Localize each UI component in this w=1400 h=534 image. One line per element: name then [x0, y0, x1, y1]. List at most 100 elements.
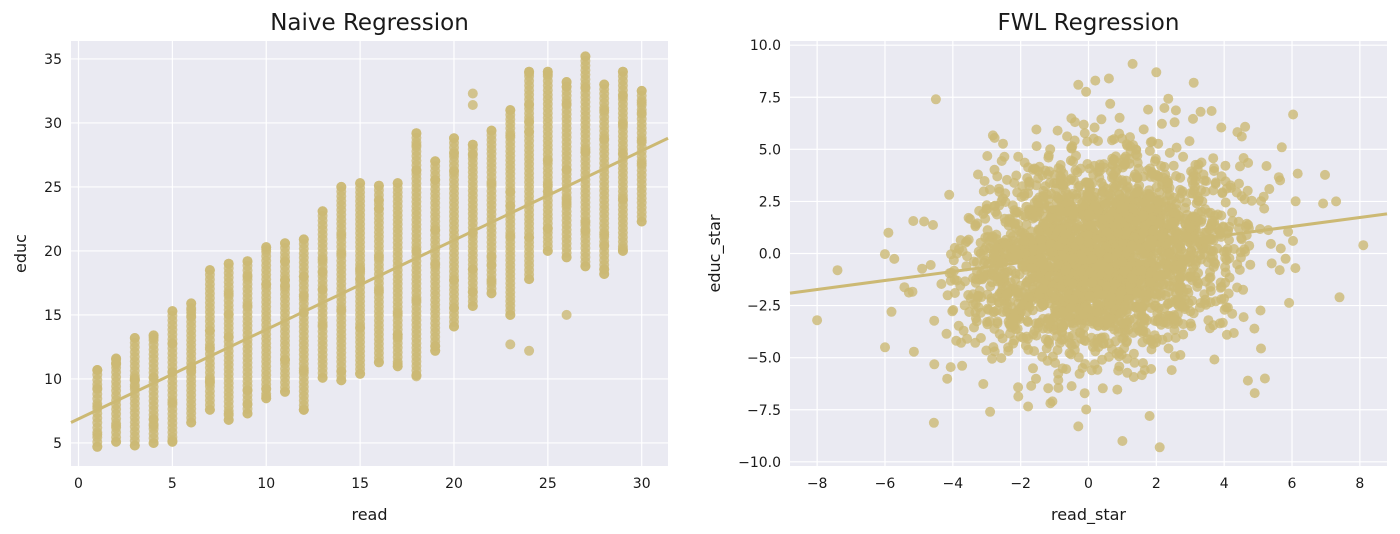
- fwl-data-point: [1038, 283, 1049, 294]
- fwl-data-point: [880, 342, 890, 353]
- fwl-data-point: [1288, 109, 1299, 120]
- naive-data-point: [204, 374, 215, 385]
- fwl-data-point: [961, 236, 972, 247]
- naive-data-point: [636, 107, 647, 118]
- fwl-data-point: [1022, 333, 1033, 344]
- fwl-data-point: [962, 251, 973, 262]
- fwl-data-point: [1042, 189, 1053, 200]
- fwl-data-point: [1066, 381, 1077, 392]
- fwl-data-point: [970, 221, 981, 232]
- naive-data-point: [617, 193, 628, 204]
- fwl-data-point: [968, 256, 979, 267]
- fwl-data-point: [1001, 240, 1011, 251]
- naive-data-point: [524, 99, 535, 110]
- fwl-data-point: [1144, 411, 1155, 421]
- naive-data-point: [392, 332, 403, 342]
- fwl-data-point: [1120, 226, 1131, 237]
- fwl-y-tick-label: −10.0: [738, 455, 781, 471]
- fwl-data-point: [1066, 143, 1077, 154]
- fwl-data-point: [1246, 195, 1257, 206]
- naive-data-point: [599, 79, 610, 90]
- fwl-data-point: [1014, 225, 1025, 236]
- fwl-data-point: [1258, 191, 1269, 202]
- fwl-data-point: [1065, 302, 1076, 313]
- fwl-data-point: [1009, 312, 1019, 323]
- fwl-data-point: [1035, 302, 1046, 313]
- fwl-data-point: [1259, 373, 1270, 384]
- fwl-data-point: [1070, 203, 1081, 214]
- fwl-data-point: [1231, 187, 1242, 198]
- fwl-data-point: [1018, 210, 1029, 221]
- naive-y-tick-label: 20: [44, 244, 62, 260]
- naive-data-point: [298, 365, 309, 376]
- naive-scatter-points: [92, 51, 647, 452]
- fwl-x-tick-labels: −8 −6 −4 −2 0 2 4 6 8: [807, 476, 1365, 492]
- fwl-data-point: [1163, 343, 1174, 354]
- naive-data-point: [298, 291, 309, 302]
- naive-data-point: [336, 181, 347, 192]
- fwl-data-point: [1119, 266, 1129, 277]
- naive-data-point: [186, 304, 197, 315]
- fwl-data-point: [1037, 351, 1048, 362]
- fwl-data-point: [1074, 368, 1085, 379]
- naive-data-point: [617, 91, 628, 101]
- fwl-data-point: [1189, 240, 1200, 251]
- fwl-data-point: [1091, 234, 1102, 245]
- fwl-data-point: [986, 293, 997, 304]
- fwl-data-point: [1146, 234, 1156, 245]
- fwl-data-point: [1219, 246, 1229, 257]
- fwl-data-point: [936, 279, 947, 289]
- fwl-data-point: [1114, 112, 1125, 123]
- fwl-data-point: [1068, 294, 1079, 305]
- fwl-data-point: [1082, 230, 1093, 241]
- fwl-data-point: [1104, 313, 1115, 324]
- fwl-data-point: [1104, 265, 1115, 275]
- fwl-data-point: [1210, 177, 1221, 188]
- naive-data-point: [392, 178, 403, 189]
- fwl-data-point: [1090, 75, 1101, 86]
- fwl-data-point: [994, 329, 1005, 340]
- fwl-data-point: [1170, 105, 1181, 116]
- naive-y-axis-label: educ: [11, 234, 30, 273]
- fwl-data-point: [1178, 329, 1189, 340]
- naive-data-point: [223, 288, 234, 299]
- naive-data-point: [561, 309, 572, 320]
- naive-data-point: [317, 284, 328, 295]
- fwl-data-point: [998, 138, 1008, 149]
- naive-y-tick-label: 10: [44, 372, 62, 388]
- fwl-data-point: [1208, 262, 1219, 272]
- fwl-data-point: [1283, 226, 1294, 237]
- fwl-data-point: [989, 346, 1000, 357]
- fwl-data-point: [992, 171, 1003, 182]
- fwl-data-point: [1073, 421, 1084, 432]
- fwl-data-point: [1240, 221, 1251, 232]
- fwl-x-tick-label: −4: [942, 476, 963, 492]
- fwl-data-point: [1011, 284, 1022, 295]
- fwl-data-point: [1227, 216, 1238, 226]
- fwl-data-point: [908, 346, 919, 357]
- fwl-data-point: [1058, 306, 1069, 317]
- fwl-data-point: [978, 272, 989, 283]
- fwl-data-point: [1206, 106, 1217, 116]
- fwl-data-point: [1148, 225, 1159, 236]
- fwl-data-point: [1072, 219, 1083, 229]
- fwl-data-point: [1290, 196, 1301, 207]
- fwl-data-point: [1023, 317, 1033, 327]
- naive-data-point: [298, 271, 309, 282]
- naive-x-tick-label: 0: [74, 476, 83, 492]
- fwl-data-point: [1109, 279, 1120, 289]
- fwl-data-point: [982, 151, 993, 161]
- naive-fit-line: [70, 136, 669, 424]
- fwl-data-point: [1049, 169, 1060, 180]
- naive-data-point: [336, 230, 347, 240]
- fwl-data-point: [1113, 228, 1124, 238]
- fwl-data-point: [1049, 303, 1060, 314]
- fwl-data-point: [1156, 232, 1167, 243]
- fwl-data-point: [948, 255, 959, 266]
- fwl-data-point: [986, 277, 997, 288]
- naive-plot-background: [71, 41, 668, 466]
- fwl-data-point: [1358, 240, 1369, 251]
- fwl-data-point: [1086, 365, 1097, 376]
- fwl-data-point: [1023, 291, 1034, 302]
- fwl-data-point: [1036, 235, 1047, 246]
